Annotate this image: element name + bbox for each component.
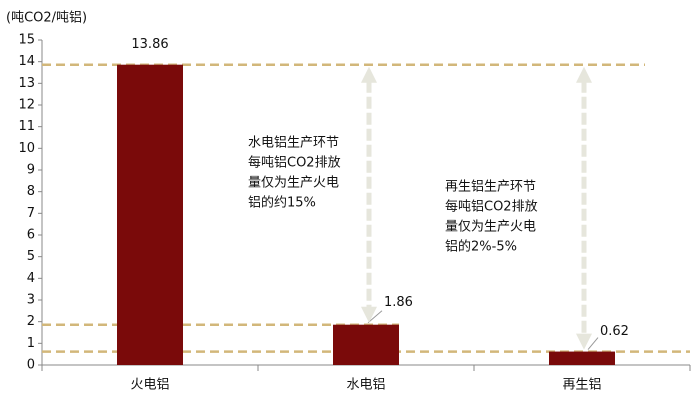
annotation: 再生铝生产环节: [445, 180, 536, 195]
data-label: 13.86: [131, 37, 168, 52]
bar: [333, 324, 399, 365]
arrow-head: [361, 66, 377, 83]
x-tick-label: 火电铝: [130, 378, 169, 393]
y-tick-label: 13: [18, 76, 35, 91]
y-axis-label: (吨CO2/吨铝): [6, 11, 87, 26]
annotation: 铝的约15%: [248, 195, 316, 211]
y-tick-label: 10: [18, 141, 35, 156]
y-tick-label: 1: [27, 336, 35, 351]
annotation: 量仅为生产火电: [248, 176, 339, 191]
y-tick-label: 5: [27, 249, 35, 264]
annotation: 铝的2%-5%: [445, 239, 517, 255]
y-tick-label: 11: [18, 119, 35, 134]
y-tick-label: 0: [27, 358, 35, 373]
arrow-head: [361, 306, 377, 323]
leader-line: [367, 310, 383, 324]
annotation: 每吨铝CO2排放: [445, 199, 538, 215]
x-tick-label: 水电铝: [346, 378, 385, 393]
y-tick-label: 4: [27, 271, 35, 286]
arrow-head: [576, 66, 592, 83]
bar: [549, 351, 615, 365]
y-tick-label: 3: [27, 293, 35, 308]
annotation: 水电铝生产环节: [248, 136, 339, 151]
y-tick-label: 12: [18, 98, 35, 113]
y-tick-label: 14: [18, 54, 35, 69]
y-tick-label: 9: [27, 163, 35, 178]
annotation: 每吨铝CO2排放: [248, 155, 341, 171]
x-tick-label: 再生铝: [562, 378, 601, 393]
annotation: 量仅为生产火电: [445, 220, 536, 235]
arrow-head: [576, 333, 592, 350]
data-label: 0.62: [600, 324, 629, 339]
y-tick-label: 2: [27, 314, 35, 329]
y-tick-label: 7: [27, 206, 35, 221]
data-label: 1.86: [384, 295, 413, 310]
leader-line: [587, 337, 599, 350]
bar: [117, 64, 183, 365]
y-tick-label: 6: [27, 228, 35, 243]
y-tick-label: 8: [27, 184, 35, 199]
y-tick-label: 15: [18, 33, 35, 48]
